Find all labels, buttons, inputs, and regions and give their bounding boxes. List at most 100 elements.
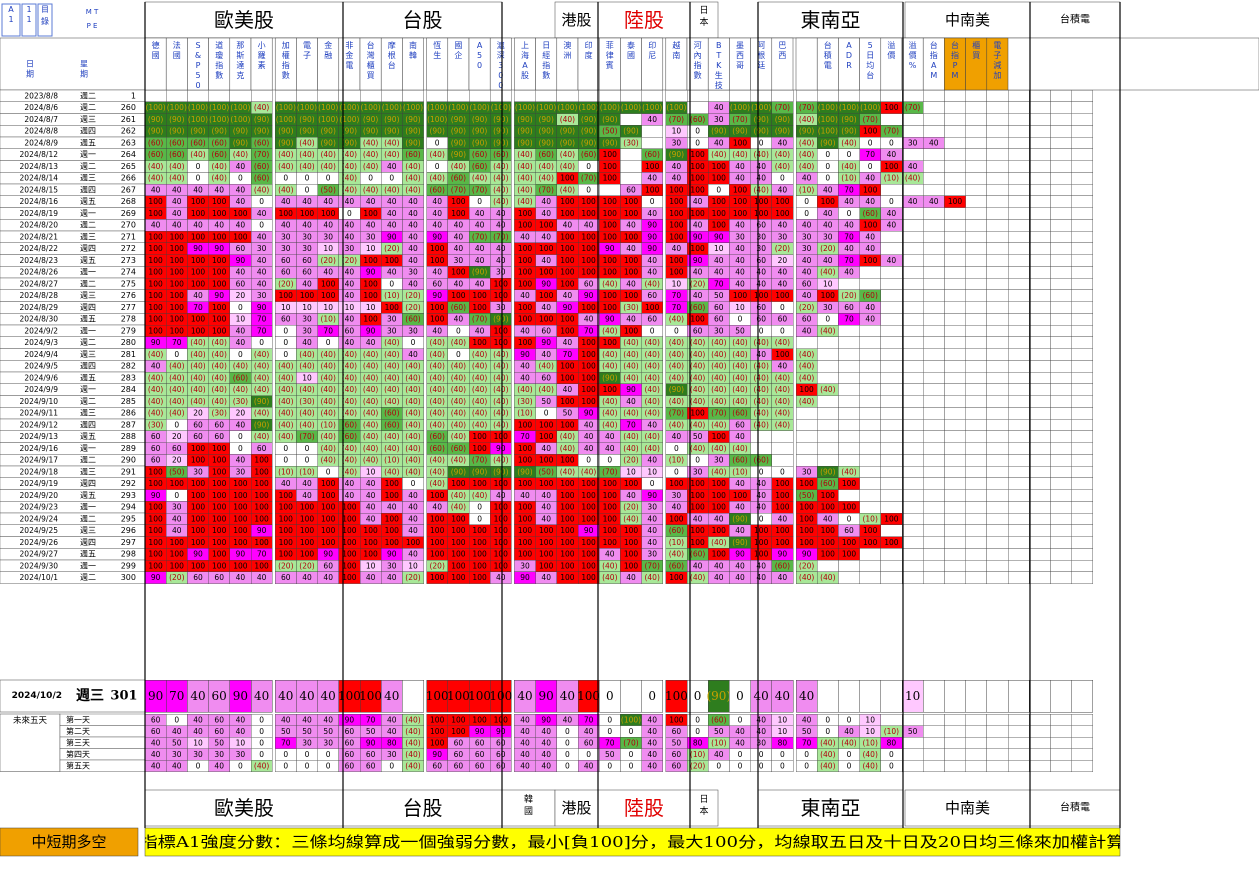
- forecast-score-cell[interactable]: [317, 748, 340, 761]
- score-cell[interactable]: [729, 313, 751, 326]
- score-cell[interactable]: [1071, 254, 1093, 267]
- score-cell[interactable]: [144, 301, 167, 314]
- score-cell[interactable]: [426, 301, 449, 314]
- score-cell[interactable]: [447, 125, 470, 138]
- table-row[interactable]: [0, 195, 1093, 208]
- score-cell[interactable]: [490, 477, 512, 490]
- score-cell[interactable]: [535, 489, 557, 502]
- score-cell[interactable]: [838, 430, 860, 443]
- score-cell[interactable]: [468, 442, 491, 455]
- score-cell[interactable]: [338, 113, 361, 126]
- score-cell[interactable]: [402, 313, 424, 326]
- score-cell[interactable]: [750, 395, 772, 408]
- score-cell[interactable]: [275, 501, 297, 514]
- score-cell[interactable]: [447, 489, 470, 502]
- forecast-score-cell[interactable]: [1028, 725, 1051, 738]
- score-cell[interactable]: [577, 195, 600, 208]
- score-cell[interactable]: [535, 183, 557, 196]
- score-cell[interactable]: [880, 277, 903, 290]
- score-cell[interactable]: [1050, 324, 1072, 337]
- score-cell[interactable]: [275, 571, 297, 584]
- score-cell[interactable]: [859, 371, 881, 384]
- score-cell[interactable]: [275, 289, 297, 302]
- score-cell[interactable]: [817, 195, 839, 208]
- score-cell[interactable]: [275, 230, 297, 243]
- score-cell[interactable]: [880, 254, 903, 267]
- score-cell[interactable]: [923, 89, 945, 102]
- table-row[interactable]: [0, 536, 1093, 549]
- score-cell[interactable]: [514, 125, 536, 138]
- score-cell[interactable]: [729, 125, 751, 138]
- score-cell[interactable]: [923, 195, 945, 208]
- score-cell[interactable]: [187, 113, 209, 126]
- column-header-cell[interactable]: [296, 37, 318, 91]
- score-cell[interactable]: [795, 548, 818, 561]
- score-cell[interactable]: [381, 407, 403, 420]
- forecast-score-cell[interactable]: [771, 759, 794, 772]
- score-cell[interactable]: [1071, 219, 1093, 232]
- score-cell[interactable]: [359, 407, 382, 420]
- score-cell[interactable]: [381, 548, 403, 561]
- today-score-cell[interactable]: [165, 679, 188, 713]
- score-cell[interactable]: [144, 148, 167, 161]
- score-cell[interactable]: [187, 277, 209, 290]
- score-cell[interactable]: [338, 371, 361, 384]
- score-cell[interactable]: [275, 336, 297, 349]
- forecast-score-cell[interactable]: [468, 748, 491, 761]
- score-cell[interactable]: [229, 430, 252, 443]
- forecast-score-cell[interactable]: [729, 748, 751, 761]
- forecast-score-cell[interactable]: [208, 759, 231, 772]
- score-cell[interactable]: [859, 160, 881, 173]
- score-cell[interactable]: [468, 559, 491, 572]
- forecast-score-cell[interactable]: [556, 713, 579, 726]
- score-cell[interactable]: [229, 501, 252, 514]
- score-cell[interactable]: [708, 301, 730, 314]
- score-cell[interactable]: [165, 407, 188, 420]
- score-cell[interactable]: [986, 289, 1009, 302]
- score-cell[interactable]: [535, 254, 557, 267]
- score-cell[interactable]: [577, 395, 600, 408]
- score-cell[interactable]: [402, 418, 424, 431]
- score-cell[interactable]: [1050, 536, 1072, 549]
- score-cell[interactable]: [923, 418, 945, 431]
- score-cell[interactable]: [1028, 571, 1051, 584]
- score-cell[interactable]: [859, 383, 881, 396]
- score-cell[interactable]: [795, 172, 818, 185]
- score-cell[interactable]: [187, 383, 209, 396]
- score-cell[interactable]: [901, 407, 924, 420]
- score-cell[interactable]: [923, 254, 945, 267]
- score-cell[interactable]: [490, 136, 512, 149]
- score-cell[interactable]: [296, 277, 318, 290]
- score-cell[interactable]: [556, 348, 579, 361]
- score-cell[interactable]: [275, 148, 297, 161]
- score-cell[interactable]: [165, 324, 188, 337]
- score-cell[interactable]: [359, 489, 382, 502]
- score-cell[interactable]: [317, 442, 340, 455]
- score-cell[interactable]: [859, 395, 881, 408]
- score-cell[interactable]: [1050, 160, 1072, 173]
- score-cell[interactable]: [944, 536, 966, 549]
- score-cell[interactable]: [729, 454, 751, 467]
- score-cell[interactable]: [1050, 242, 1072, 255]
- score-cell[interactable]: [880, 289, 903, 302]
- score-cell[interactable]: [514, 442, 536, 455]
- score-cell[interactable]: [381, 383, 403, 396]
- score-cell[interactable]: [771, 266, 794, 279]
- score-cell[interactable]: [620, 266, 642, 279]
- score-cell[interactable]: [208, 571, 231, 584]
- forecast-score-cell[interactable]: [750, 748, 772, 761]
- score-cell[interactable]: [317, 512, 340, 525]
- score-cell[interactable]: [986, 277, 1009, 290]
- score-cell[interactable]: [426, 571, 449, 584]
- score-cell[interactable]: [317, 407, 340, 420]
- score-cell[interactable]: [729, 230, 751, 243]
- score-cell[interactable]: [338, 289, 361, 302]
- score-cell[interactable]: [1050, 360, 1072, 373]
- score-cell[interactable]: [859, 548, 881, 561]
- score-cell[interactable]: [986, 301, 1009, 314]
- score-cell[interactable]: [338, 536, 361, 549]
- score-cell[interactable]: [275, 348, 297, 361]
- score-cell[interactable]: [514, 477, 536, 490]
- score-cell[interactable]: [359, 313, 382, 326]
- score-cell[interactable]: [338, 348, 361, 361]
